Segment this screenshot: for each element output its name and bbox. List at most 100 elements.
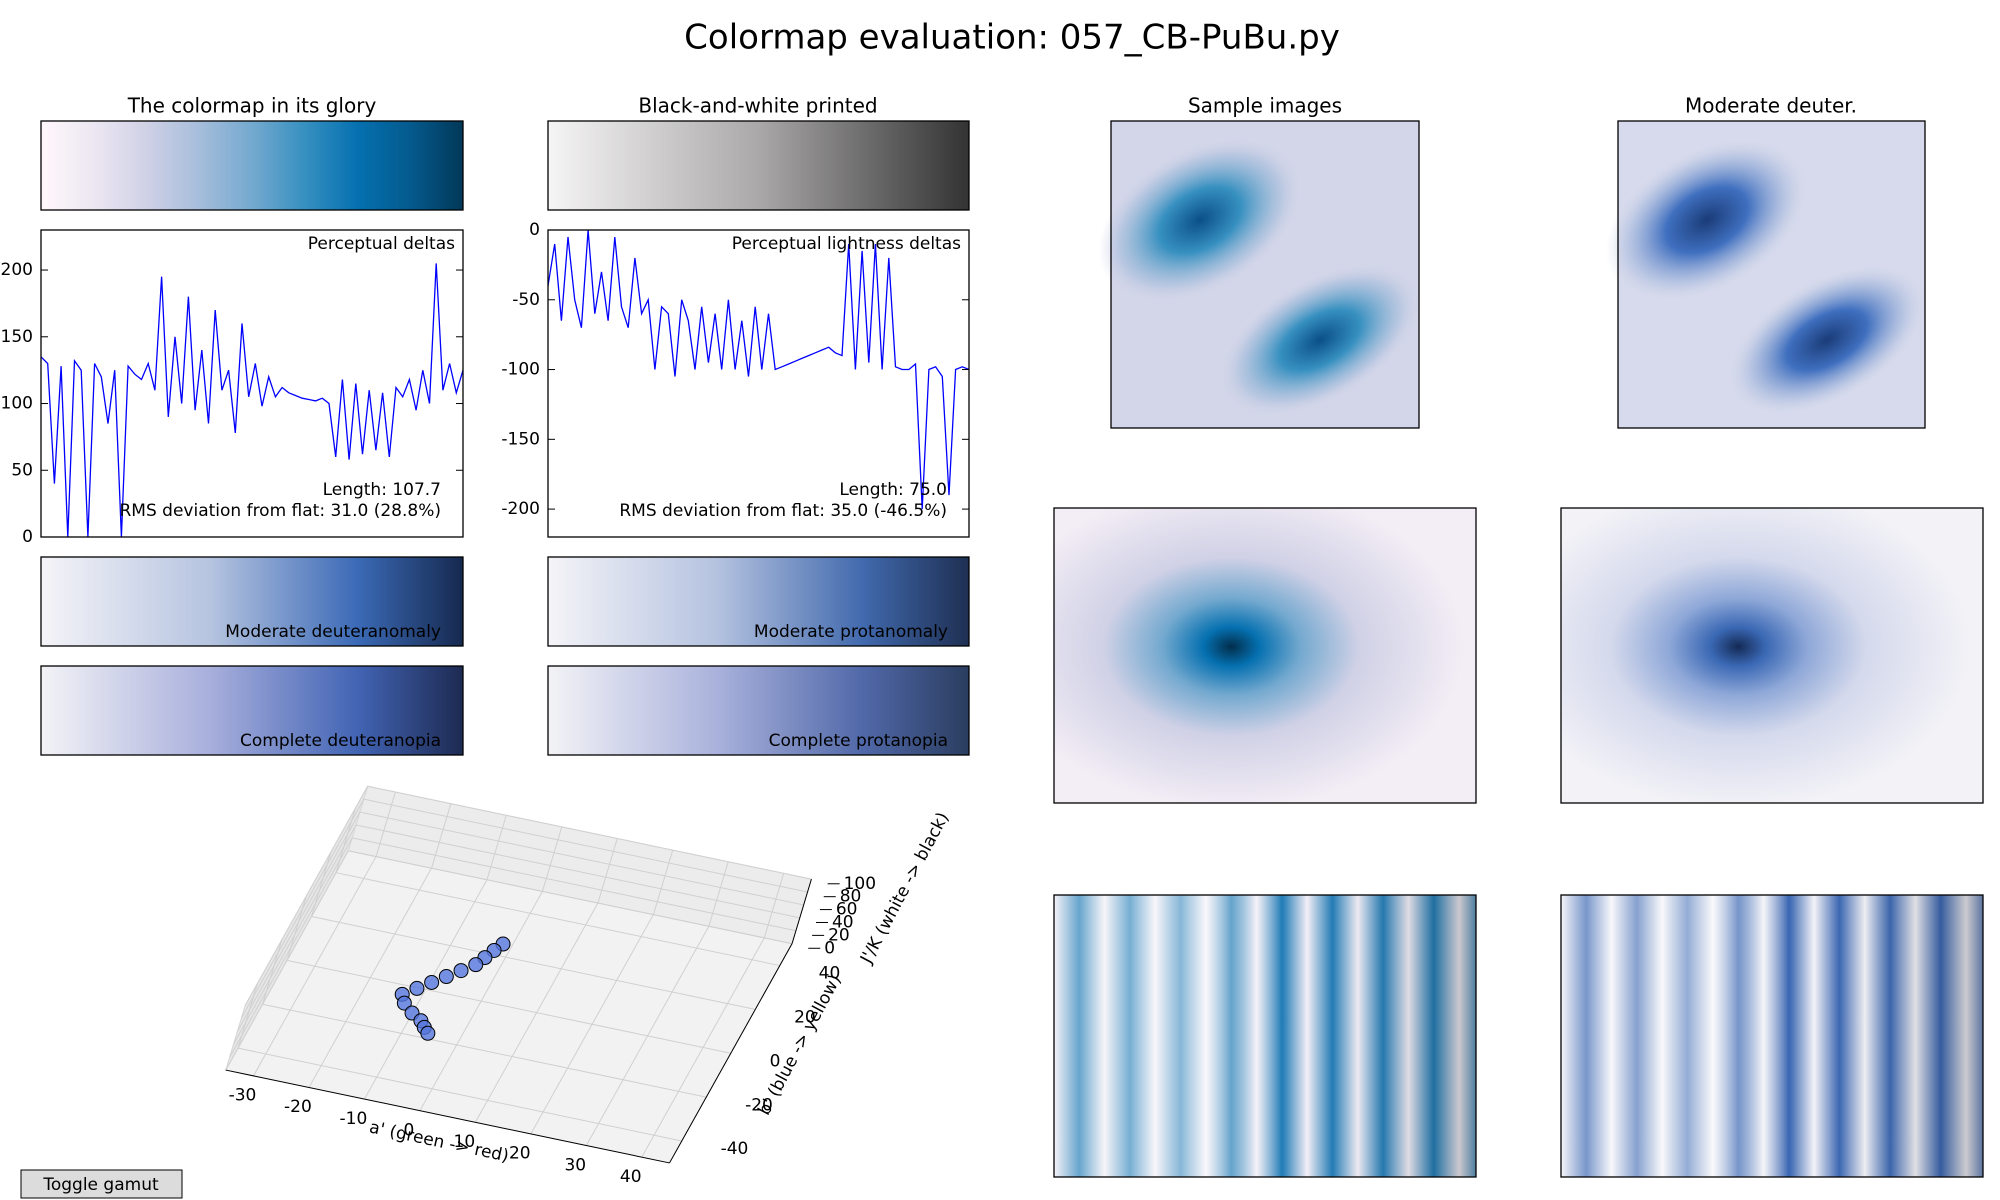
axis-line: [791, 878, 812, 944]
y-tick-label: 20: [794, 1008, 816, 1028]
point: [424, 974, 440, 990]
figure-title: Colormap evaluation: 057_CB-PuBu.py: [684, 18, 1340, 58]
sample-image: [1098, 120, 1420, 429]
colorbar-label: Complete protanopia: [769, 731, 948, 751]
grid-line: [286, 959, 731, 1054]
annotation: Length: 75.0: [839, 480, 947, 500]
plot-area: [41, 230, 463, 537]
y-tick-label: 100: [1, 394, 33, 414]
grid-line: [237, 1047, 682, 1142]
y-axis-label: b' (blue -> yellow): [754, 971, 845, 1118]
sample-image: [1560, 894, 1984, 1178]
y-tick-label: -200: [501, 499, 540, 519]
colorbar: [40, 120, 464, 211]
grid-line: [363, 798, 808, 893]
colorbar: [40, 665, 464, 756]
x-tick-label: 30: [564, 1155, 586, 1175]
grid-line: [225, 850, 349, 1071]
sample-image: [1605, 120, 1927, 429]
y-tick-label: 50: [11, 460, 33, 480]
colorbar: [547, 556, 970, 647]
grid-line: [352, 837, 797, 932]
sample-image: [1560, 507, 1984, 804]
point: [438, 969, 454, 985]
grid-line: [244, 786, 369, 1006]
axis-line: [225, 1069, 670, 1164]
sample-image: [1053, 507, 1477, 804]
z-tick-label: 100: [844, 874, 876, 894]
point: [409, 980, 425, 996]
grid-line: [355, 824, 800, 919]
y-tick-label: 200: [1, 260, 33, 280]
grid-line: [652, 849, 674, 915]
colorbar-label: Moderate protanomaly: [754, 622, 948, 642]
panel-title: Moderate deuter.: [1685, 94, 1857, 118]
grid-line: [240, 798, 365, 1019]
y-tick-label: 150: [1, 327, 33, 347]
grid-line: [229, 837, 353, 1058]
grid-line: [486, 815, 507, 880]
y-tick-label: 0: [22, 527, 33, 547]
colorbar-label: Moderate deuteranomaly: [225, 622, 441, 642]
grid-line: [431, 803, 452, 869]
x-tick-label: 20: [509, 1144, 531, 1164]
grid-line: [375, 791, 396, 857]
plot-frame: [547, 229, 970, 538]
y-tick-label: -40: [721, 1139, 749, 1159]
y-tick-label: 0: [529, 220, 540, 240]
grid-line: [367, 785, 812, 880]
axis-line: [669, 943, 793, 1164]
annotation: Perceptual deltas: [308, 234, 455, 254]
data-line: [547, 229, 970, 510]
x-tick-label: 0: [403, 1120, 414, 1140]
y-tick-label: -50: [512, 290, 540, 310]
grid-line: [763, 873, 785, 938]
colorbar-label: Complete deuteranopia: [240, 731, 441, 751]
point: [420, 1025, 436, 1041]
z-tick-label: 20: [828, 925, 850, 945]
z-tick-label: 60: [836, 900, 858, 920]
point: [468, 957, 484, 973]
grid-line: [708, 861, 729, 927]
grid-line: [597, 838, 618, 904]
grid-line: [311, 916, 756, 1010]
data-line: [40, 263, 464, 538]
plot-area: [548, 230, 969, 537]
annotation: RMS deviation from flat: 31.0 (28.8%): [119, 501, 441, 521]
y-tick-label: 40: [819, 964, 841, 984]
y-tick-label: -150: [501, 429, 540, 449]
annotation: Length: 107.7: [323, 480, 441, 500]
x-tick-label: 40: [620, 1167, 642, 1187]
y-tick-label: -100: [501, 360, 540, 380]
y-tick-label: -20: [745, 1095, 773, 1115]
button[interactable]: Toggle gamut: [20, 1169, 183, 1199]
y-tick-label: 0: [770, 1051, 781, 1071]
panel-title: Sample images: [1188, 94, 1342, 118]
grid-line: [335, 872, 780, 967]
grid-line: [262, 1003, 707, 1098]
colorbar: [40, 556, 464, 647]
grid-line: [348, 850, 793, 945]
z-tick-label: 80: [840, 887, 862, 907]
grid-line: [541, 826, 563, 892]
x-tick-label: 10: [454, 1132, 476, 1152]
colorbar: [547, 120, 970, 211]
grid-line: [236, 811, 361, 1032]
z-tick-label: 40: [832, 912, 854, 932]
button-label[interactable]: Toggle gamut: [42, 1175, 159, 1195]
colorbar: [547, 665, 970, 756]
grid-line: [233, 824, 357, 1045]
annotation: Perceptual lightness deltas: [732, 234, 961, 254]
panel-title: Black-and-white printed: [638, 94, 877, 118]
point: [396, 995, 412, 1011]
grid-line: [359, 811, 804, 906]
panel-title: The colormap in its glory: [127, 94, 377, 118]
x-tick-label: -20: [284, 1097, 312, 1117]
plot-frame: [40, 229, 464, 538]
x-tick-label: -10: [340, 1109, 368, 1129]
x-tick-label: -30: [229, 1086, 257, 1106]
sample-image: [1053, 894, 1477, 1178]
